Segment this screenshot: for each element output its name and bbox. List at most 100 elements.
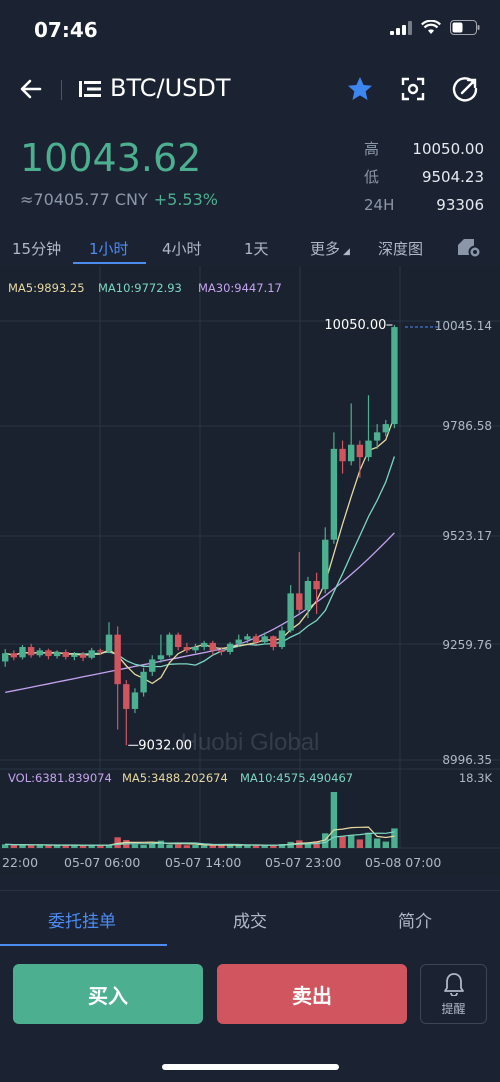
tab-1day[interactable]: 1天 [244, 240, 269, 258]
stat-key: 高 [364, 140, 380, 158]
volume-bar [175, 844, 182, 848]
candle [330, 432, 338, 544]
volume-bar [183, 845, 191, 848]
volume-bar [2, 844, 9, 848]
candle-body [226, 643, 234, 652]
watermark-text: Huobi Global [181, 729, 320, 756]
candle [373, 424, 381, 449]
price-axis-label: 9786.58 [442, 419, 492, 433]
vol-max-label: 18.3K [459, 771, 493, 785]
candle-body [175, 634, 182, 648]
active-tab-underline [73, 262, 146, 264]
tab-trades[interactable]: 成交 [233, 912, 267, 932]
sell-button[interactable]: 卖出 [217, 964, 407, 1024]
chart-settings-icon[interactable] [456, 235, 482, 259]
cny-price: ≈70405.77 CNY [20, 190, 148, 209]
candle [348, 403, 355, 466]
volume-bar [45, 845, 52, 848]
candle-body [339, 448, 346, 462]
candle [391, 324, 398, 429]
candle-body [123, 684, 130, 709]
bell-icon [443, 972, 464, 996]
low-price-label: 9032.00 [138, 738, 192, 753]
volume-bar [71, 845, 78, 848]
signal-icon [390, 20, 412, 35]
stat-row-low: 低 9504.23 [364, 163, 484, 191]
candle [270, 635, 277, 651]
candle-body [244, 636, 251, 640]
price-axis-label: 9523.17 [442, 529, 492, 543]
trading-pair-title[interactable]: BTC/USDT [110, 74, 231, 102]
candle [261, 632, 268, 645]
focus-screen-icon[interactable] [398, 74, 428, 104]
candle-body [209, 642, 216, 651]
tab-intro[interactable]: 简介 [398, 912, 432, 932]
volume-bar [391, 828, 398, 848]
candle-body [62, 651, 69, 657]
stat-value: 93306 [436, 196, 484, 214]
candle [322, 527, 329, 594]
candle [183, 642, 191, 654]
candle-body [304, 580, 312, 610]
candle [27, 643, 35, 658]
volume-bar [62, 844, 69, 848]
volume-bar [270, 845, 277, 848]
candle-body [218, 650, 225, 652]
candle [296, 552, 303, 614]
candle-body [348, 444, 355, 462]
volume-bar [278, 844, 286, 848]
candle [45, 648, 52, 660]
tab-4hour[interactable]: 4小时 [162, 240, 202, 258]
favorite-star-icon[interactable] [345, 74, 375, 104]
candle-body [131, 692, 139, 709]
kline-svg[interactable]: Huobi Global 10045.14 9786.58 9523.17 9259.… [0, 266, 500, 876]
volume-bar [244, 845, 251, 848]
time-axis-label: 05-08 07:00 [365, 855, 441, 870]
candle-body [287, 593, 294, 631]
tab-1hour[interactable]: 1小时 [89, 240, 129, 258]
candle-body [97, 650, 104, 652]
candle [200, 640, 208, 651]
candle-body [36, 650, 43, 656]
candle [244, 633, 251, 643]
candle [71, 651, 78, 661]
kline-chart[interactable]: Huobi Global 10045.14 9786.58 9523.17 9259.… [0, 266, 500, 876]
candle-body [10, 653, 18, 658]
tab-depth[interactable]: 深度图 [378, 240, 424, 258]
volume-bar [226, 844, 234, 848]
volume-bar [166, 844, 173, 848]
chart-grid [0, 266, 500, 849]
candle-body [140, 671, 147, 693]
candle [304, 576, 312, 619]
volume-bar [348, 835, 355, 848]
volume-bar [79, 845, 87, 848]
remind-button[interactable]: 提醒 [420, 964, 487, 1024]
volume-bar [53, 845, 61, 848]
high-price-label: 10050.00 [324, 318, 386, 333]
volume-bar [373, 838, 381, 848]
volume-bar [97, 845, 104, 848]
price-stats: 高 10050.00 低 9504.23 24H 93306 [364, 135, 484, 219]
tab-more[interactable]: 更多 ◢ [310, 238, 350, 259]
nav-bar: BTC/USDT [0, 62, 500, 118]
status-icons [390, 20, 480, 35]
buy-button[interactable]: 买入 [13, 964, 203, 1024]
candle-body [356, 444, 364, 458]
candle [114, 626, 121, 730]
last-price: 10043.62 [20, 136, 202, 180]
share-icon[interactable] [450, 74, 480, 104]
order-tab-underline [0, 944, 167, 947]
candle [140, 667, 147, 697]
volume-bar [27, 845, 35, 848]
change-percent: +5.53% [153, 190, 218, 209]
candle-body [166, 634, 173, 656]
price-axis-label: 10045.14 [435, 319, 492, 333]
tab-15min[interactable]: 15分钟 [12, 240, 62, 258]
candle-body [79, 654, 87, 658]
back-arrow-icon[interactable] [16, 74, 46, 104]
tab-orders[interactable]: 委托挂单 [48, 912, 116, 932]
price-sub: ≈70405.77 CNY +5.53% [20, 190, 218, 209]
nav-divider [61, 80, 62, 100]
stat-row-24h: 24H 93306 [364, 191, 484, 219]
menu-icon[interactable] [78, 77, 102, 101]
